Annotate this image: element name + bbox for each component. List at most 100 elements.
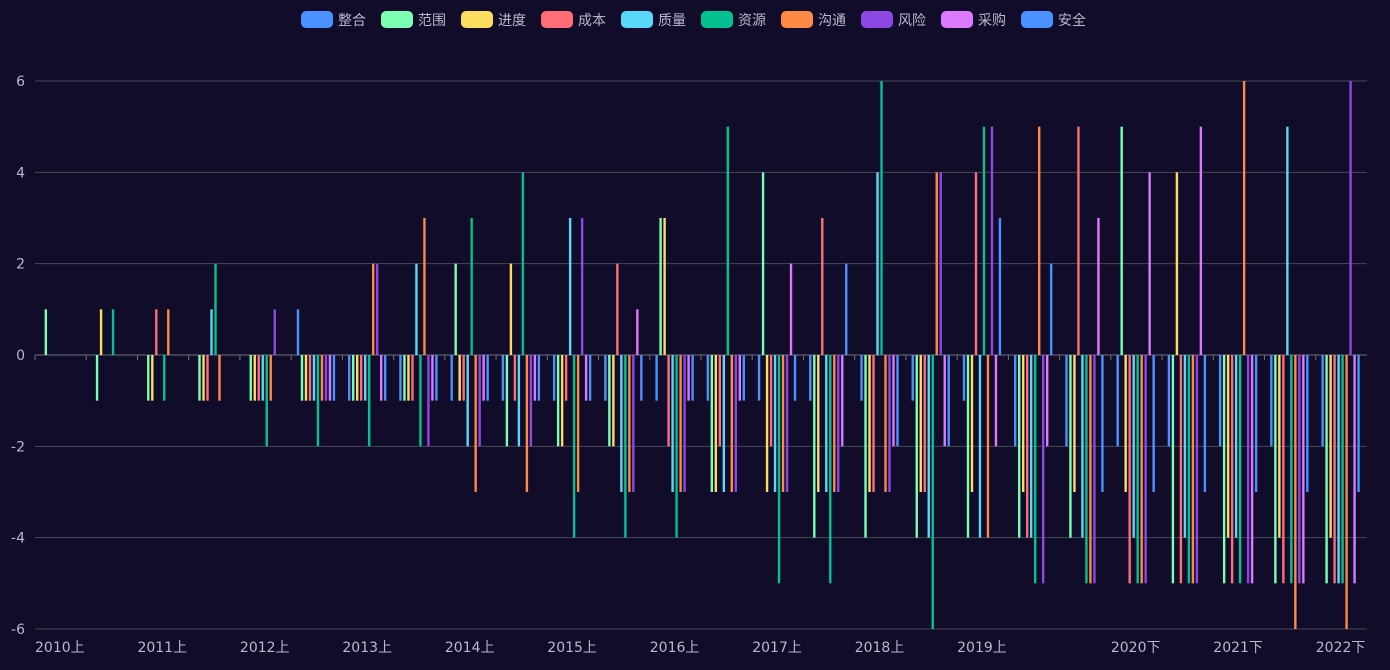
- legend-item[interactable]: 质量: [621, 11, 686, 29]
- bar[interactable]: [769, 355, 773, 447]
- bar[interactable]: [218, 355, 221, 401]
- bar[interactable]: [368, 355, 371, 447]
- bar[interactable]: [620, 355, 623, 492]
- bar[interactable]: [671, 355, 674, 492]
- bar[interactable]: [111, 309, 115, 355]
- bar[interactable]: [817, 355, 820, 492]
- bar[interactable]: [829, 355, 832, 584]
- bar[interactable]: [734, 355, 738, 492]
- bar[interactable]: [214, 263, 217, 355]
- legend-item[interactable]: 整合: [301, 11, 366, 29]
- bar[interactable]: [257, 355, 260, 401]
- bar[interactable]: [892, 355, 895, 447]
- bar[interactable]: [375, 263, 379, 355]
- bar[interactable]: [773, 355, 777, 492]
- bar[interactable]: [356, 355, 359, 401]
- bar[interactable]: [888, 355, 891, 492]
- bar[interactable]: [1045, 355, 1049, 447]
- bar[interactable]: [667, 355, 670, 447]
- bar[interactable]: [663, 218, 666, 355]
- bar[interactable]: [462, 355, 465, 401]
- bar[interactable]: [738, 355, 741, 401]
- bar[interactable]: [1171, 355, 1175, 584]
- bar[interactable]: [710, 355, 714, 492]
- bar[interactable]: [1306, 355, 1309, 492]
- bar[interactable]: [1254, 355, 1258, 492]
- bar[interactable]: [813, 355, 816, 538]
- bar[interactable]: [1022, 355, 1025, 492]
- bar[interactable]: [458, 355, 461, 401]
- bar[interactable]: [896, 355, 899, 447]
- bar[interactable]: [1230, 355, 1234, 584]
- bar[interactable]: [411, 355, 414, 401]
- bar[interactable]: [1234, 355, 1238, 538]
- bar[interactable]: [482, 355, 485, 401]
- bar[interactable]: [1349, 81, 1352, 355]
- bar[interactable]: [249, 355, 252, 401]
- bar[interactable]: [312, 355, 316, 401]
- bar[interactable]: [675, 355, 678, 538]
- bar[interactable]: [1179, 355, 1183, 584]
- bar[interactable]: [616, 263, 619, 355]
- bar[interactable]: [423, 218, 426, 355]
- bar[interactable]: [415, 263, 418, 355]
- bar[interactable]: [580, 218, 584, 355]
- bar[interactable]: [1298, 355, 1301, 584]
- bar[interactable]: [1278, 355, 1281, 538]
- bar[interactable]: [474, 355, 477, 492]
- bar[interactable]: [919, 355, 922, 492]
- bar[interactable]: [163, 355, 166, 401]
- bar[interactable]: [360, 355, 363, 401]
- bar[interactable]: [872, 355, 875, 492]
- bar[interactable]: [1065, 355, 1068, 447]
- bar[interactable]: [383, 355, 387, 401]
- bar[interactable]: [1203, 355, 1207, 492]
- bar[interactable]: [1290, 355, 1293, 584]
- bar[interactable]: [1191, 355, 1195, 584]
- bar[interactable]: [809, 355, 812, 401]
- bar[interactable]: [1167, 355, 1171, 447]
- bar[interactable]: [761, 172, 765, 355]
- bar[interactable]: [1132, 355, 1135, 538]
- bar[interactable]: [718, 355, 722, 447]
- bar[interactable]: [1294, 355, 1297, 629]
- bar[interactable]: [789, 263, 793, 355]
- bar[interactable]: [884, 355, 887, 492]
- bar[interactable]: [466, 355, 469, 447]
- bar[interactable]: [1325, 355, 1328, 584]
- bar[interactable]: [486, 355, 489, 401]
- bar[interactable]: [273, 309, 276, 355]
- bar[interactable]: [1128, 355, 1131, 584]
- bar[interactable]: [880, 81, 883, 355]
- bar[interactable]: [320, 355, 324, 401]
- legend-item[interactable]: 沟通: [781, 11, 846, 29]
- bar[interactable]: [706, 355, 710, 401]
- bar[interactable]: [974, 172, 978, 355]
- bar[interactable]: [151, 355, 154, 401]
- bar[interactable]: [939, 172, 942, 355]
- bar[interactable]: [1085, 355, 1088, 584]
- bar[interactable]: [837, 355, 840, 492]
- bar[interactable]: [683, 355, 686, 492]
- bar[interactable]: [825, 355, 828, 492]
- bar[interactable]: [636, 309, 639, 355]
- bar[interactable]: [679, 355, 682, 492]
- bar[interactable]: [1183, 355, 1187, 538]
- bar[interactable]: [1152, 355, 1155, 492]
- bar[interactable]: [533, 355, 537, 401]
- bar[interactable]: [253, 355, 256, 401]
- bar[interactable]: [1030, 355, 1033, 538]
- bar[interactable]: [947, 355, 950, 447]
- bar[interactable]: [1093, 355, 1096, 584]
- bar[interactable]: [978, 355, 982, 538]
- bar[interactable]: [604, 355, 607, 401]
- legend-item[interactable]: 安全: [1021, 11, 1086, 29]
- bar[interactable]: [525, 355, 529, 492]
- bar[interactable]: [935, 172, 938, 355]
- bar[interactable]: [509, 263, 513, 355]
- bar[interactable]: [147, 355, 150, 401]
- bar[interactable]: [821, 218, 824, 355]
- bar[interactable]: [265, 355, 268, 447]
- bar[interactable]: [655, 355, 658, 401]
- bar[interactable]: [986, 355, 990, 538]
